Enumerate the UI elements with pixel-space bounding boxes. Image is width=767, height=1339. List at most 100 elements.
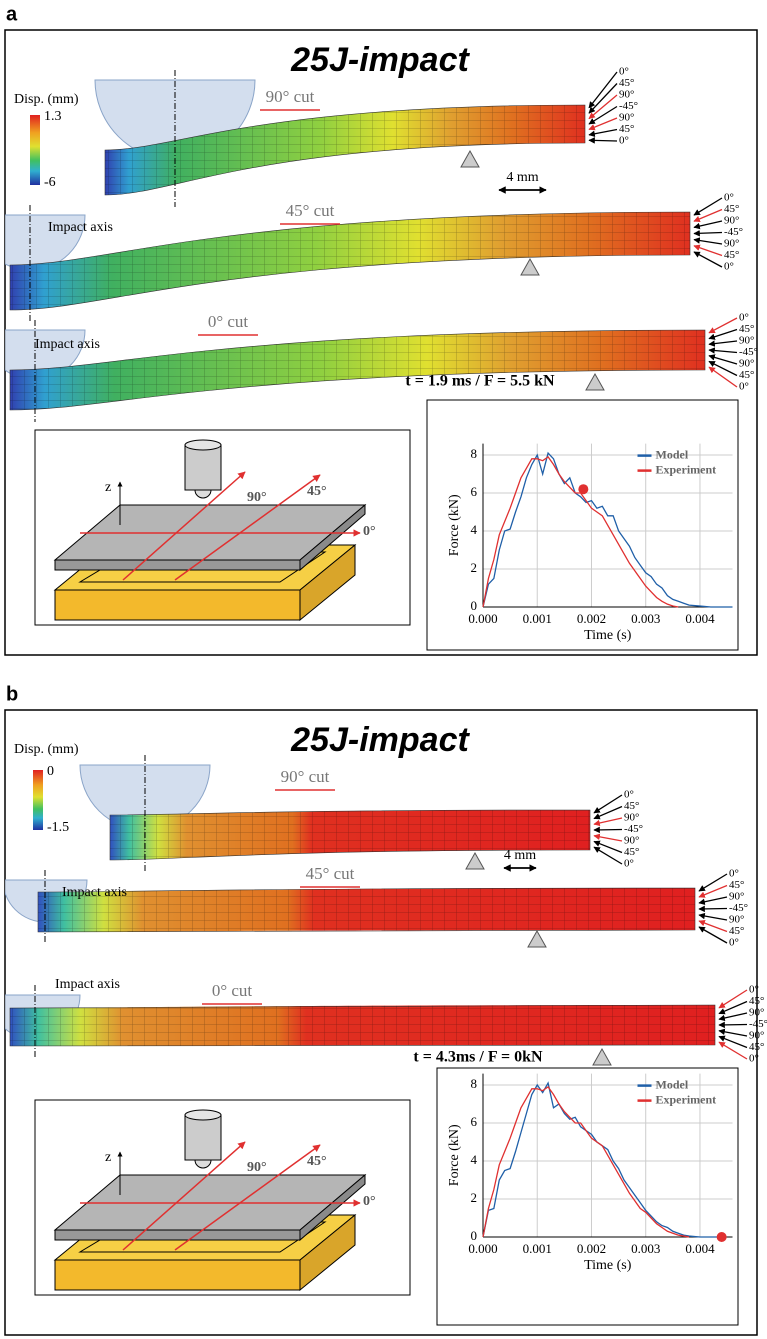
beam-mesh xyxy=(110,810,590,860)
ply-label: 0° xyxy=(724,192,734,204)
x-tick-label: 0.001 xyxy=(523,1241,552,1256)
ply-arrow xyxy=(593,840,623,854)
y-tick-label: 8 xyxy=(471,1076,478,1091)
y-tick-label: 0 xyxy=(471,598,478,613)
simulation xyxy=(5,70,706,422)
legend-label: Experiment xyxy=(656,1092,717,1106)
ply-arrow xyxy=(708,328,738,340)
impactor-tip xyxy=(194,1159,212,1169)
beam-mesh xyxy=(10,330,705,410)
ply-label: -45° xyxy=(624,823,643,835)
ply-arrow xyxy=(588,71,618,109)
chart-frame xyxy=(426,399,739,651)
x-tick-label: 0.000 xyxy=(468,1241,497,1256)
axis-label: z xyxy=(105,480,111,495)
ply-label: 0° xyxy=(749,984,759,996)
impactor-top xyxy=(184,439,222,451)
ply-arrow xyxy=(693,251,723,268)
legend-label: Experiment xyxy=(656,462,717,476)
setup-diagram: z 90° 45° 0° xyxy=(34,1099,411,1296)
colorbar-label: Disp. (mm) xyxy=(14,92,79,107)
x-tick-label: 0.003 xyxy=(631,611,660,626)
angle-label: 0° xyxy=(363,1194,376,1209)
ply-label: 45° xyxy=(749,1041,764,1053)
panel-letter: b xyxy=(6,683,18,705)
state-label: t = 4.3ms / F = 0kN xyxy=(413,1049,543,1066)
chart-frame xyxy=(436,1067,739,1326)
support xyxy=(465,851,485,870)
ply-label: 90° xyxy=(739,358,754,370)
ply-label: 90° xyxy=(729,914,744,926)
beam-mesh xyxy=(10,212,690,310)
ply-arrow xyxy=(708,366,738,388)
impactor-tip xyxy=(194,489,212,499)
ply-arrow xyxy=(693,220,723,230)
ply-label: 90° xyxy=(749,1030,764,1042)
ply-arrow xyxy=(718,989,748,1009)
ply-label: 90° xyxy=(729,891,744,903)
ply-label: 90° xyxy=(624,812,639,824)
ply-arrow xyxy=(593,826,623,834)
colorbar-max: 1.3 xyxy=(44,109,62,124)
ply-label: 0° xyxy=(729,937,739,949)
ply-label: -45° xyxy=(749,1018,767,1030)
colorbar xyxy=(30,115,40,185)
x-axis-label: Time (s) xyxy=(584,628,632,643)
base-front xyxy=(54,589,301,621)
colorbar-min: -6 xyxy=(44,175,56,190)
ply-arrow xyxy=(693,197,723,216)
legend-label: Model xyxy=(656,447,689,461)
plate-front xyxy=(54,1229,301,1241)
simulation xyxy=(5,755,716,1066)
ply-label: 90° xyxy=(739,335,754,347)
ply-label: 45° xyxy=(619,77,634,89)
ply-arrow xyxy=(698,884,728,898)
ply-arrow xyxy=(698,873,728,892)
panel-title: 25J-impact xyxy=(290,41,470,79)
x-tick-label: 0.004 xyxy=(685,1241,715,1256)
axis-label: z xyxy=(105,1150,111,1165)
y-tick-label: 6 xyxy=(471,1114,478,1129)
line-series xyxy=(482,1085,690,1238)
ply-arrow xyxy=(693,208,723,222)
ply-label: 90° xyxy=(749,1007,764,1019)
ply-arrow xyxy=(588,128,618,137)
cut-label: 0° cut xyxy=(212,981,253,1000)
ply-label: -45° xyxy=(619,100,638,112)
beam-mesh xyxy=(10,1005,715,1046)
ply-label: 45° xyxy=(739,323,754,335)
cut-label: 0° cut xyxy=(208,312,249,331)
ply-arrow xyxy=(708,317,738,334)
x-tick-label: 0.003 xyxy=(631,1241,660,1256)
support xyxy=(520,257,540,276)
ply-arrow xyxy=(588,117,618,131)
y-tick-label: 4 xyxy=(471,1152,478,1167)
impact-axis-label: Impact axis xyxy=(48,220,113,235)
support xyxy=(527,929,547,948)
ply-arrow xyxy=(698,905,728,913)
x-tick-label: 0.002 xyxy=(577,611,606,626)
ply-label: 45° xyxy=(619,123,634,135)
plate-front xyxy=(54,559,301,571)
state-label: t = 1.9 ms / F = 5.5 kN xyxy=(405,373,555,390)
ply-arrow xyxy=(698,920,728,933)
current-point xyxy=(716,1232,727,1242)
angle-label: 90° xyxy=(247,490,267,505)
ply-arrow xyxy=(718,1041,748,1060)
line-series xyxy=(482,1081,722,1238)
ply-label: 90° xyxy=(619,112,634,124)
ply-label: 45° xyxy=(624,846,639,858)
ply-arrow xyxy=(698,926,728,944)
ply-label: 0° xyxy=(724,261,734,273)
ply-arrow xyxy=(588,105,618,125)
cut-90 xyxy=(122,471,246,581)
angle-label: 45° xyxy=(307,1154,327,1169)
angle-label: 45° xyxy=(307,484,327,499)
support xyxy=(585,372,605,391)
legend-label: Model xyxy=(656,1077,689,1091)
y-tick-label: 8 xyxy=(471,446,478,461)
ply-label: 45° xyxy=(729,925,744,937)
ply-label: 0° xyxy=(624,858,634,870)
current-point xyxy=(578,484,589,495)
ply-label: 90° xyxy=(724,215,739,227)
